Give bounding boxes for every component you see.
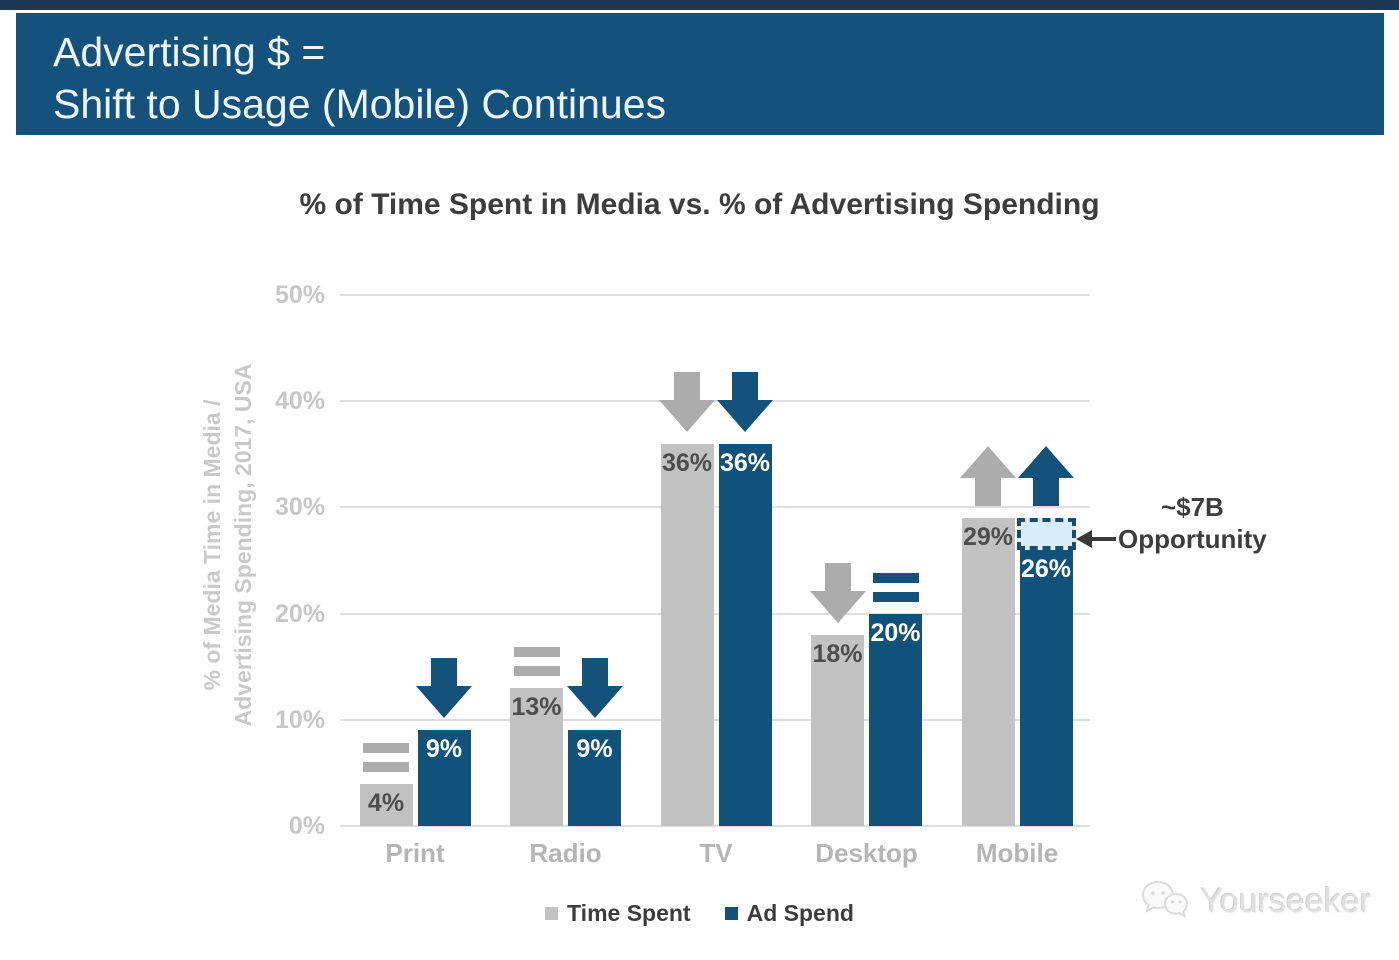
category-label-print: Print [385, 838, 445, 868]
trend-equal-icon-time-spent-radio [513, 646, 560, 676]
y-tick-label: 0% [288, 812, 325, 840]
chart-legend: Time Spent Ad Spend [0, 900, 1399, 927]
y-axis-label: % of Media Time in Media / Advertising S… [197, 364, 259, 727]
opportunity-annotation: ~$7B Opportunity [1118, 492, 1267, 555]
category-label-desktop: Desktop [815, 838, 918, 868]
bar-value-label-ad-spend-tv: 36% [719, 448, 771, 477]
legend-label-ad-spend: Ad Spend [746, 900, 854, 926]
annotation-arrow [1076, 530, 1116, 548]
top-edge-strip [0, 0, 1399, 10]
bar-time-spent-print [359, 783, 413, 826]
bar-time-spent-mobile [961, 518, 1015, 826]
gridline-30% [340, 506, 1090, 509]
bar-ad-spend-radio [568, 730, 621, 826]
trend-down-icon-time-spent-desktop [809, 562, 866, 623]
bar-ad-spend-tv [718, 443, 772, 826]
legend-swatch-ad-spend [724, 907, 738, 920]
banner-line1: Advertising $ = [53, 29, 326, 75]
gridline-40% [340, 400, 1090, 403]
annotation-arrowhead-icon [1076, 530, 1092, 548]
bar-ad-spend-desktop [869, 613, 922, 826]
banner-line2: Shift to Usage (Mobile) Continues [53, 81, 667, 128]
gridline-10% [340, 718, 1090, 721]
y-tick-label: 20% [274, 599, 325, 628]
category-label-tv: TV [699, 838, 733, 868]
gridline-50% [340, 294, 1090, 296]
gridline-20% [340, 612, 1090, 615]
trend-down-icon-ad-spend-tv [717, 371, 773, 432]
legend-label-time-spent: Time Spent [567, 900, 691, 926]
trend-down-icon-ad-spend-radio [566, 658, 623, 719]
trend-down-icon-ad-spend-print [416, 658, 472, 719]
bar-value-label-time-spent-tv: 36% [661, 448, 713, 477]
y-tick-label: 40% [274, 387, 325, 416]
trend-down-icon-time-spent-tv [659, 371, 715, 432]
legend-swatch-time-spent [545, 907, 559, 920]
y-tick-label: 50% [274, 281, 325, 309]
chart-title: % of Time Spent in Media vs. % of Advert… [299, 188, 1100, 221]
category-label-radio: Radio [529, 838, 602, 868]
bar-value-label-time-spent-radio: 13% [511, 692, 562, 721]
watermark: Yourseeker [1140, 880, 1371, 922]
bar-value-label-time-spent-desktop: 18% [812, 639, 863, 668]
bar-time-spent-radio [510, 687, 563, 826]
gridline-0% [340, 825, 1090, 827]
bar-value-label-ad-spend-desktop: 20% [870, 618, 921, 647]
y-tick-label: 30% [274, 493, 325, 522]
title-banner: Advertising $ = Shift to Usage (Mobile) … [16, 13, 1384, 135]
chat-bubbles-icon [1140, 880, 1192, 922]
category-label-mobile: Mobile [975, 838, 1059, 868]
bar-ad-spend-print [417, 730, 471, 826]
bar-value-label-ad-spend-mobile: 26% [1020, 554, 1072, 583]
annotation-line2: Opportunity [1118, 523, 1267, 554]
bar-value-label-time-spent-print: 4% [367, 788, 405, 817]
trend-equal-icon-ad-spend-desktop [872, 572, 919, 602]
watermark-label: Yourseeker [1200, 881, 1371, 920]
bar-value-label-ad-spend-radio: 9% [576, 735, 613, 764]
opportunity-box [1016, 518, 1076, 550]
trend-equal-icon-time-spent-print [363, 742, 409, 772]
trend-up-icon-ad-spend-mobile [1018, 446, 1074, 507]
bar-ad-spend-mobile [1019, 549, 1073, 826]
annotation-line1: ~$7B [1160, 492, 1224, 522]
bar-value-label-time-spent-mobile: 29% [962, 523, 1014, 552]
legend-item-time-spent: Time Spent [545, 900, 691, 927]
y-axis-label-line2: Advertising Spending, 2017, USA [230, 363, 256, 727]
annotation-arrow-shaft [1089, 537, 1116, 541]
bar-time-spent-desktop [811, 634, 864, 826]
y-tick-label: 10% [274, 705, 325, 734]
legend-item-ad-spend: Ad Spend [724, 900, 854, 927]
bar-time-spent-tv [660, 443, 714, 826]
y-axis-label-line1: % of Media Time in Media / [198, 399, 225, 691]
trend-up-icon-time-spent-mobile [960, 446, 1016, 507]
bar-value-label-ad-spend-print: 9% [425, 735, 463, 764]
